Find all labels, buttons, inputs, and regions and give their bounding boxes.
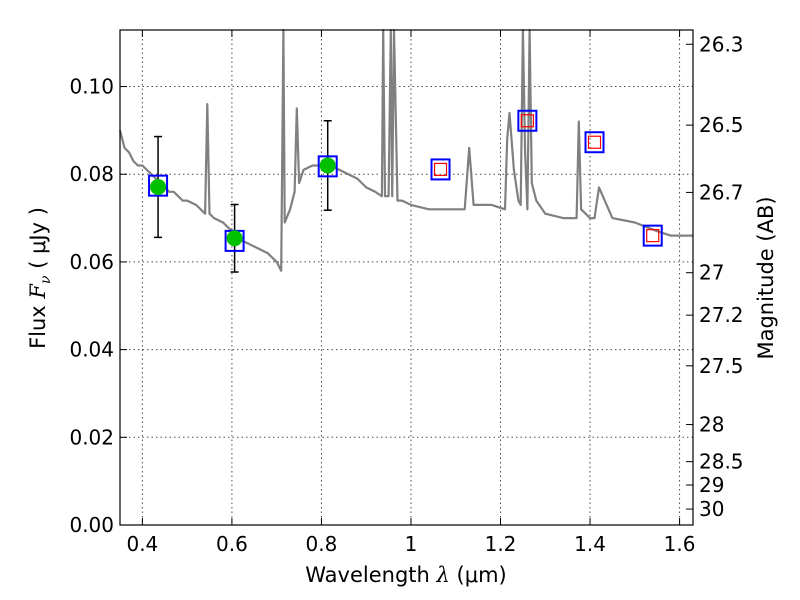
y-tick-label: 0.10 bbox=[69, 75, 114, 99]
y-tick-label: 0.00 bbox=[69, 513, 114, 537]
ticks-layer bbox=[120, 30, 693, 526]
y-tick-label: 0.06 bbox=[69, 250, 114, 274]
model-photometry-box bbox=[584, 131, 605, 154]
model-photometry-box bbox=[517, 109, 538, 132]
model-photometry-box bbox=[148, 174, 169, 197]
mag-tick-label: 26.5 bbox=[699, 113, 744, 137]
y-tick-label: 0.08 bbox=[69, 162, 114, 186]
mag-tick-label: 27 bbox=[699, 261, 724, 285]
mag-tick-label: 26.7 bbox=[699, 180, 744, 204]
grid bbox=[120, 30, 693, 526]
model-photometry-box bbox=[317, 155, 338, 178]
x-tick-label: 1.6 bbox=[664, 532, 696, 556]
mag-tick-label: 27.5 bbox=[699, 354, 744, 378]
marker-layer bbox=[148, 109, 663, 252]
observed-point bbox=[226, 230, 243, 247]
x-tick-label: 1 bbox=[405, 532, 418, 556]
x-tick-label: 0.8 bbox=[306, 532, 338, 556]
model-spectrum-line bbox=[118, 28, 693, 272]
x-tick-label: 0.4 bbox=[126, 532, 158, 556]
x-axis-label: Wavelength λ (μm) bbox=[305, 563, 506, 587]
y-axis-label: Flux Fν ( μJy ) bbox=[26, 207, 54, 349]
y-tick-label: 0.02 bbox=[69, 425, 114, 449]
y2-axis-label: Magnitude (AB) bbox=[754, 196, 778, 359]
predicted-point bbox=[433, 162, 448, 177]
mag-tick-label: 26.3 bbox=[699, 32, 744, 56]
mag-tick-label: 29 bbox=[699, 473, 724, 497]
mag-tick-label: 30 bbox=[699, 497, 724, 521]
predicted-point bbox=[587, 135, 602, 149]
x-tick-label: 1.4 bbox=[574, 532, 606, 556]
model-photometry-box bbox=[430, 158, 451, 181]
mag-tick-label: 28 bbox=[699, 413, 724, 437]
spectrum-layer bbox=[118, 28, 693, 272]
y-tick-label: 0.04 bbox=[69, 338, 114, 362]
observed-point bbox=[319, 157, 336, 174]
x-tick-label: 0.6 bbox=[216, 532, 248, 556]
model-photometry-box bbox=[642, 224, 663, 247]
observed-point bbox=[150, 178, 167, 195]
plot-frame bbox=[119, 29, 694, 526]
mag-tick-label: 28.5 bbox=[699, 450, 744, 474]
mag-tick-label: 27.2 bbox=[699, 303, 744, 327]
predicted-point bbox=[646, 229, 660, 243]
x-tick-label: 1.2 bbox=[485, 532, 517, 556]
predicted-point bbox=[520, 114, 534, 128]
tick-labels: 0.4 0.6 0.8 1 1.2 1.4 1.6 0.00 0.02 0.04 0.06 0.08 0… bbox=[69, 32, 743, 556]
